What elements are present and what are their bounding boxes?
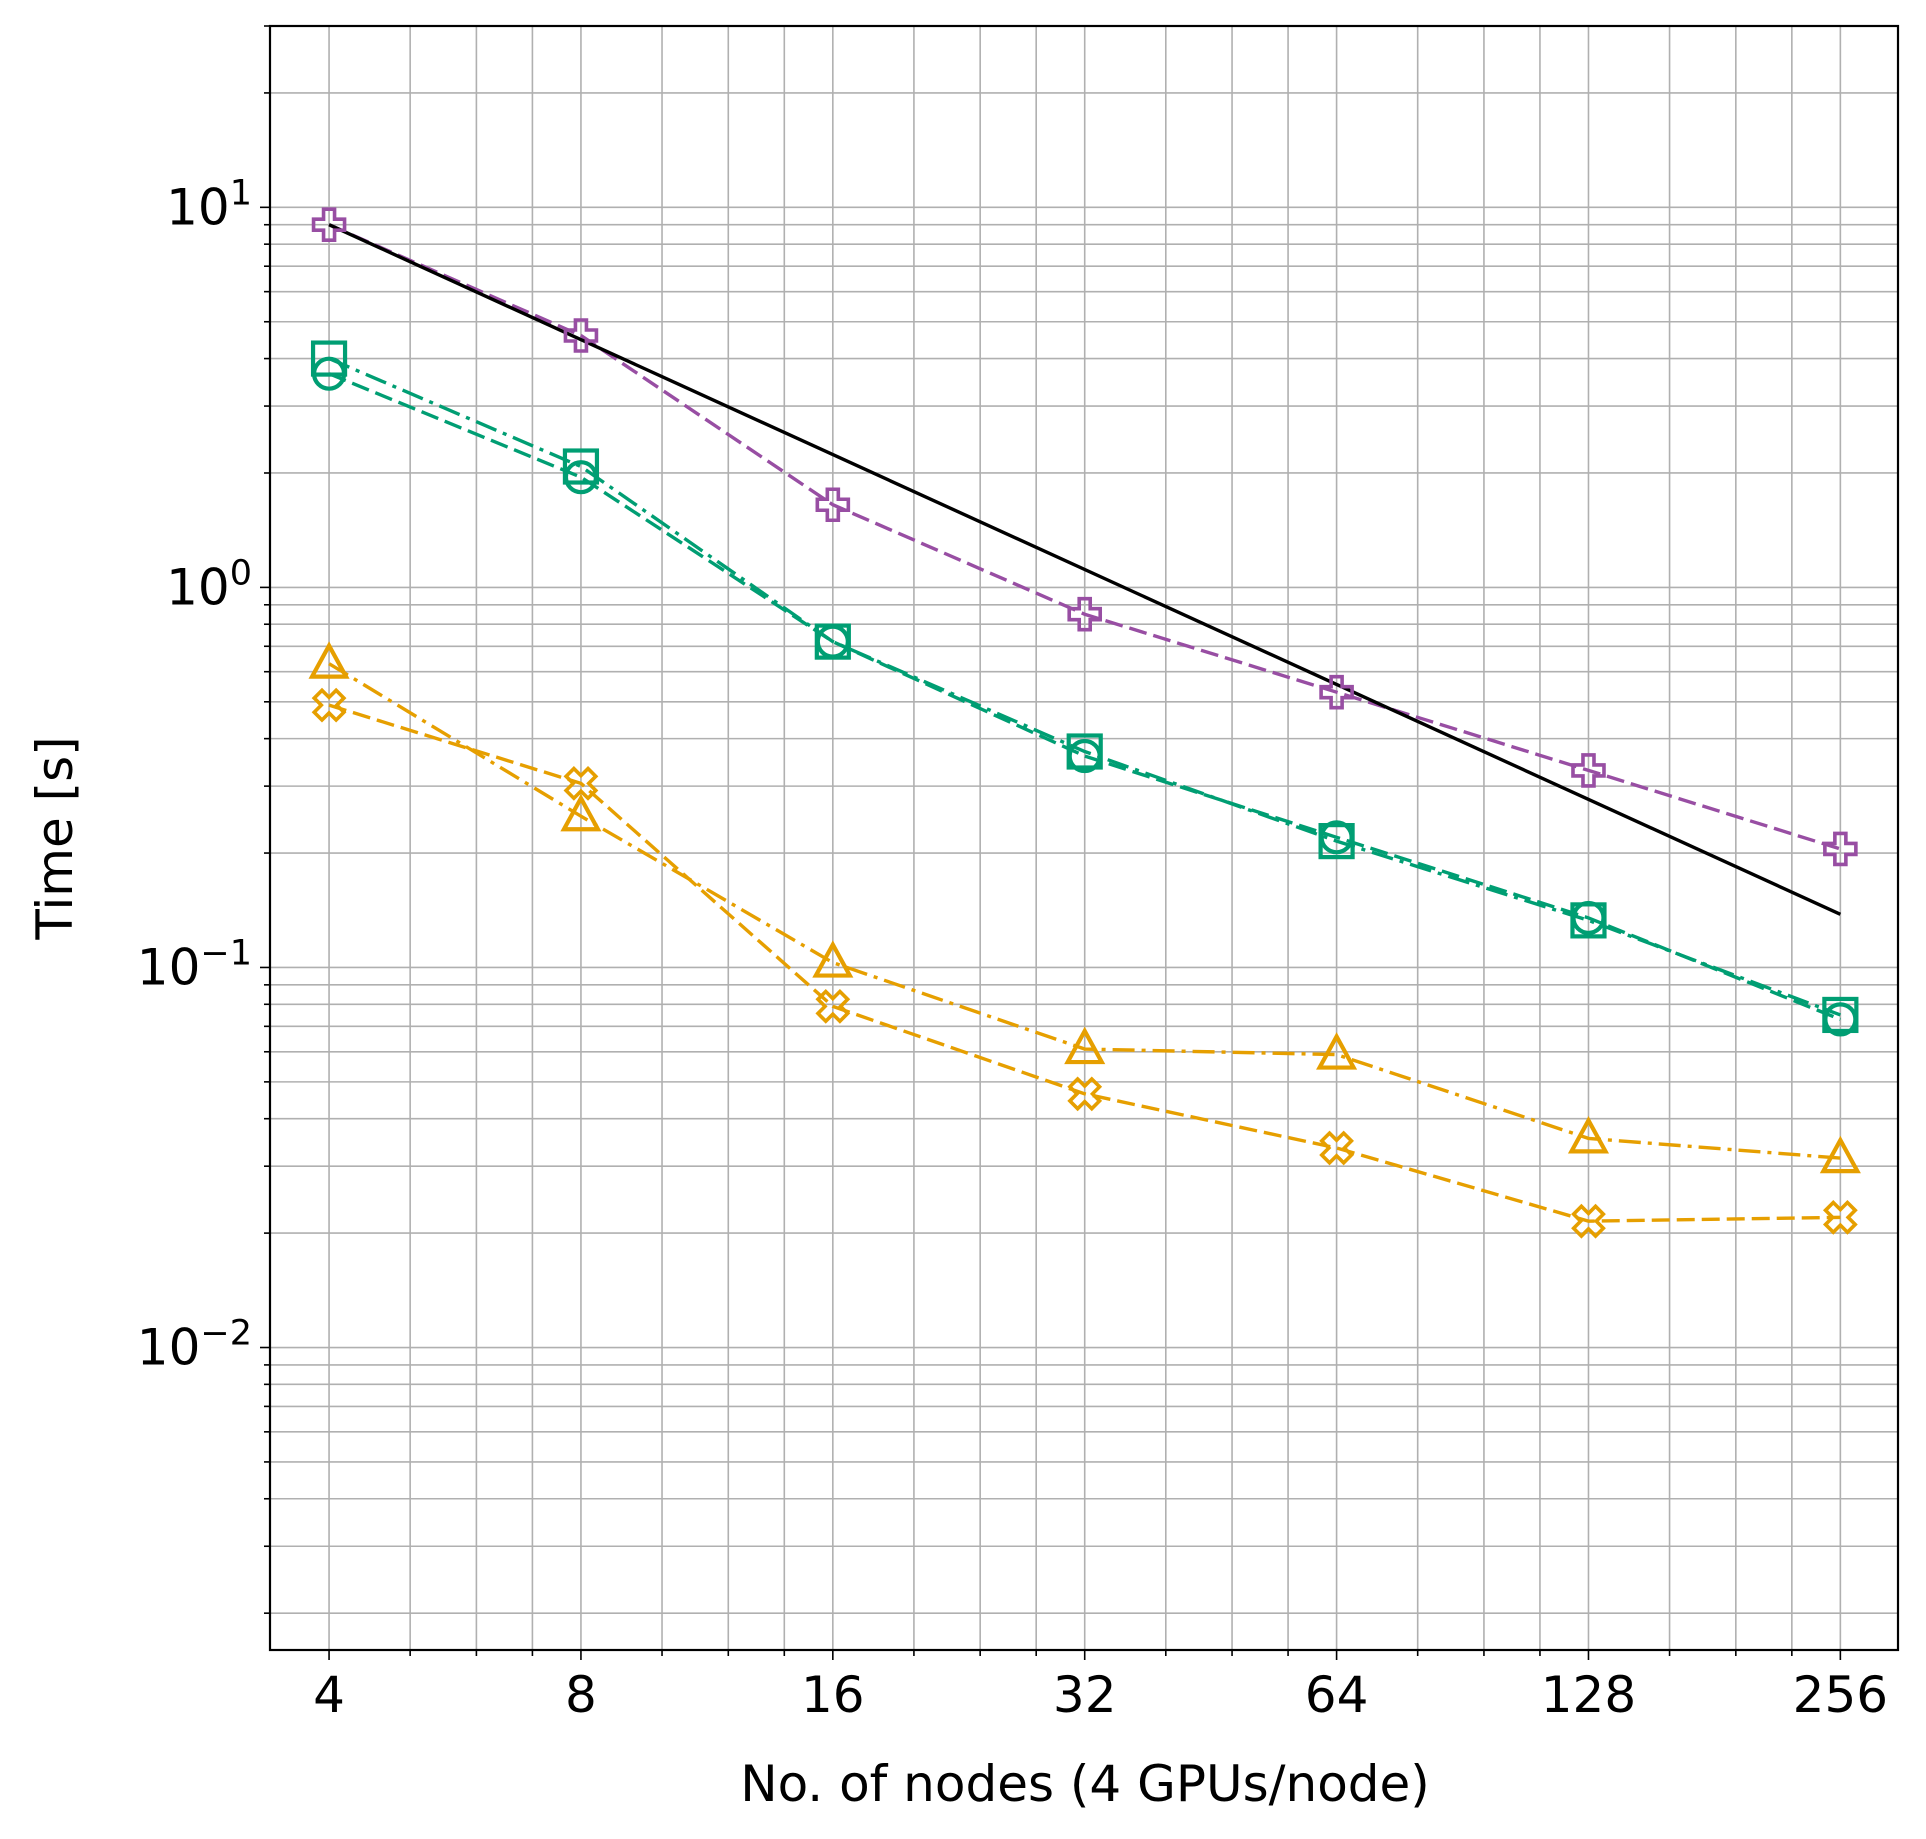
y-tick-label: 10−2 — [137, 1314, 252, 1377]
y-tick-label: 101 — [166, 173, 252, 236]
grid — [270, 25, 1898, 1650]
data-point-triangle — [1316, 1032, 1358, 1070]
data-point-circle — [1571, 900, 1606, 936]
y-tick-label: 10−1 — [137, 933, 252, 996]
data-point-triangle — [812, 940, 854, 978]
series-line-3 — [328, 662, 1841, 1160]
data-point-circle — [311, 356, 347, 391]
tick-layer: 4 8 16 32 64 128 256 101 100 10−1 10−2 — [137, 25, 1888, 1724]
data-point-plus — [815, 487, 851, 523]
data-point-triangle — [1567, 1116, 1610, 1154]
data-point-x — [311, 687, 347, 723]
data-point-plus — [1823, 831, 1858, 867]
x-tick-label: 128 — [1541, 1666, 1636, 1724]
data-point-square — [562, 448, 600, 485]
x-tick-label: 8 — [565, 1666, 597, 1724]
data-point-triangle — [308, 641, 350, 679]
data-point-x — [1067, 1076, 1103, 1112]
data-point-x — [1822, 1199, 1858, 1235]
y-axis-label: Time [s] — [26, 736, 84, 940]
data-point-x — [815, 988, 851, 1024]
x-tick-label: 16 — [801, 1666, 865, 1724]
data-point-triangle — [560, 793, 602, 832]
data-point-triangle — [1064, 1026, 1106, 1065]
series-line-1 — [328, 357, 1841, 1017]
data-point-circle — [1823, 1002, 1858, 1037]
data-point-plus — [563, 318, 599, 353]
series-layer — [328, 223, 1842, 1223]
data-point-x — [1571, 1203, 1606, 1239]
data-point-circle — [815, 624, 850, 659]
series-line-4 — [328, 703, 1841, 1223]
data-point-square — [310, 340, 348, 377]
data-point-circle — [1067, 738, 1102, 774]
data-point-x — [563, 765, 599, 801]
y-tick-label: 100 — [166, 553, 252, 616]
data-point-plus — [1571, 753, 1606, 788]
data-point-circle — [563, 460, 599, 495]
x-tick-label: 4 — [313, 1666, 345, 1724]
data-point-x — [1319, 1130, 1354, 1166]
data-point-circle — [1319, 820, 1354, 855]
series-line-2 — [328, 372, 1841, 1021]
x-tick-label: 64 — [1305, 1666, 1369, 1724]
data-point-triangle — [1819, 1135, 1861, 1174]
series-line-0 — [328, 223, 1841, 851]
series-line-5 — [328, 223, 1842, 916]
data-point-plus — [1067, 596, 1103, 632]
marker-layer — [308, 207, 1861, 1239]
x-tick-label: 256 — [1793, 1666, 1888, 1724]
data-point-plus — [311, 207, 347, 243]
x-tick-label: 32 — [1053, 1666, 1117, 1724]
x-axis-label: No. of nodes (4 GPUs/node) — [740, 1755, 1430, 1813]
data-point-plus — [1319, 674, 1354, 710]
